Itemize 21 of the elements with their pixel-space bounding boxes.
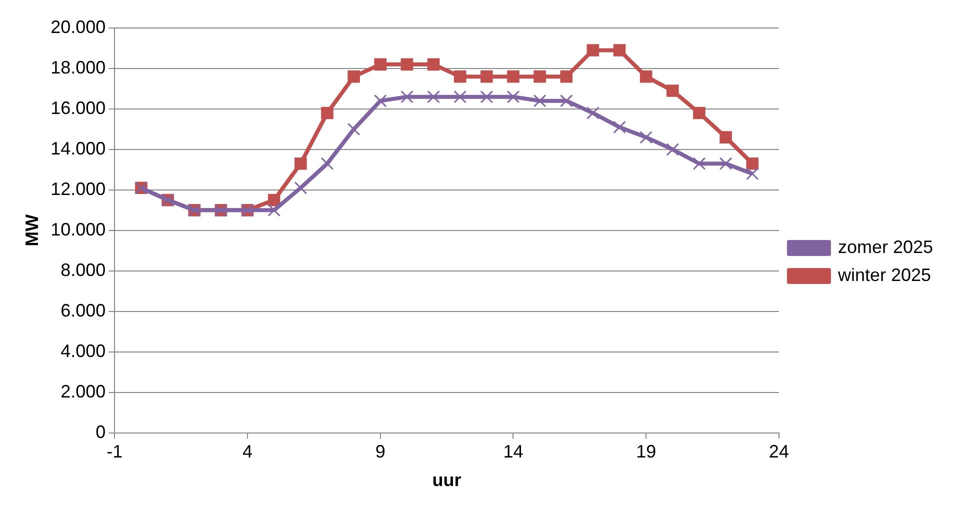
- y-tick-label: 18.000: [50, 57, 106, 78]
- y-tick-label: 4.000: [60, 340, 106, 361]
- x-tick-label: 24: [768, 442, 789, 462]
- y-tick-label: 6.000: [60, 300, 106, 320]
- legend-label: zomer 2025: [838, 236, 934, 257]
- x-axis-title: uur: [432, 470, 462, 490]
- y-tick-label: 8.000: [60, 260, 106, 280]
- y-tick-label: 20.000: [50, 16, 106, 37]
- x-tick-label: 19: [636, 442, 656, 462]
- y-axis-title: MW: [22, 214, 42, 246]
- x-tick-label: -1: [106, 442, 123, 462]
- legend-label: winter 2025: [836, 264, 932, 285]
- x-tick-label: 14: [503, 442, 524, 462]
- x-tick-label: 4: [242, 442, 253, 462]
- y-tick-label: 10.000: [50, 219, 106, 240]
- x-tick-label: 9: [375, 442, 386, 462]
- y-tick-label: 0: [96, 422, 106, 442]
- y-tick-label: 12.000: [50, 178, 106, 199]
- y-tick-label: 14.000: [50, 138, 106, 158]
- y-tick-label: 2.000: [60, 381, 106, 402]
- y-tick-label: 16.000: [50, 98, 106, 118]
